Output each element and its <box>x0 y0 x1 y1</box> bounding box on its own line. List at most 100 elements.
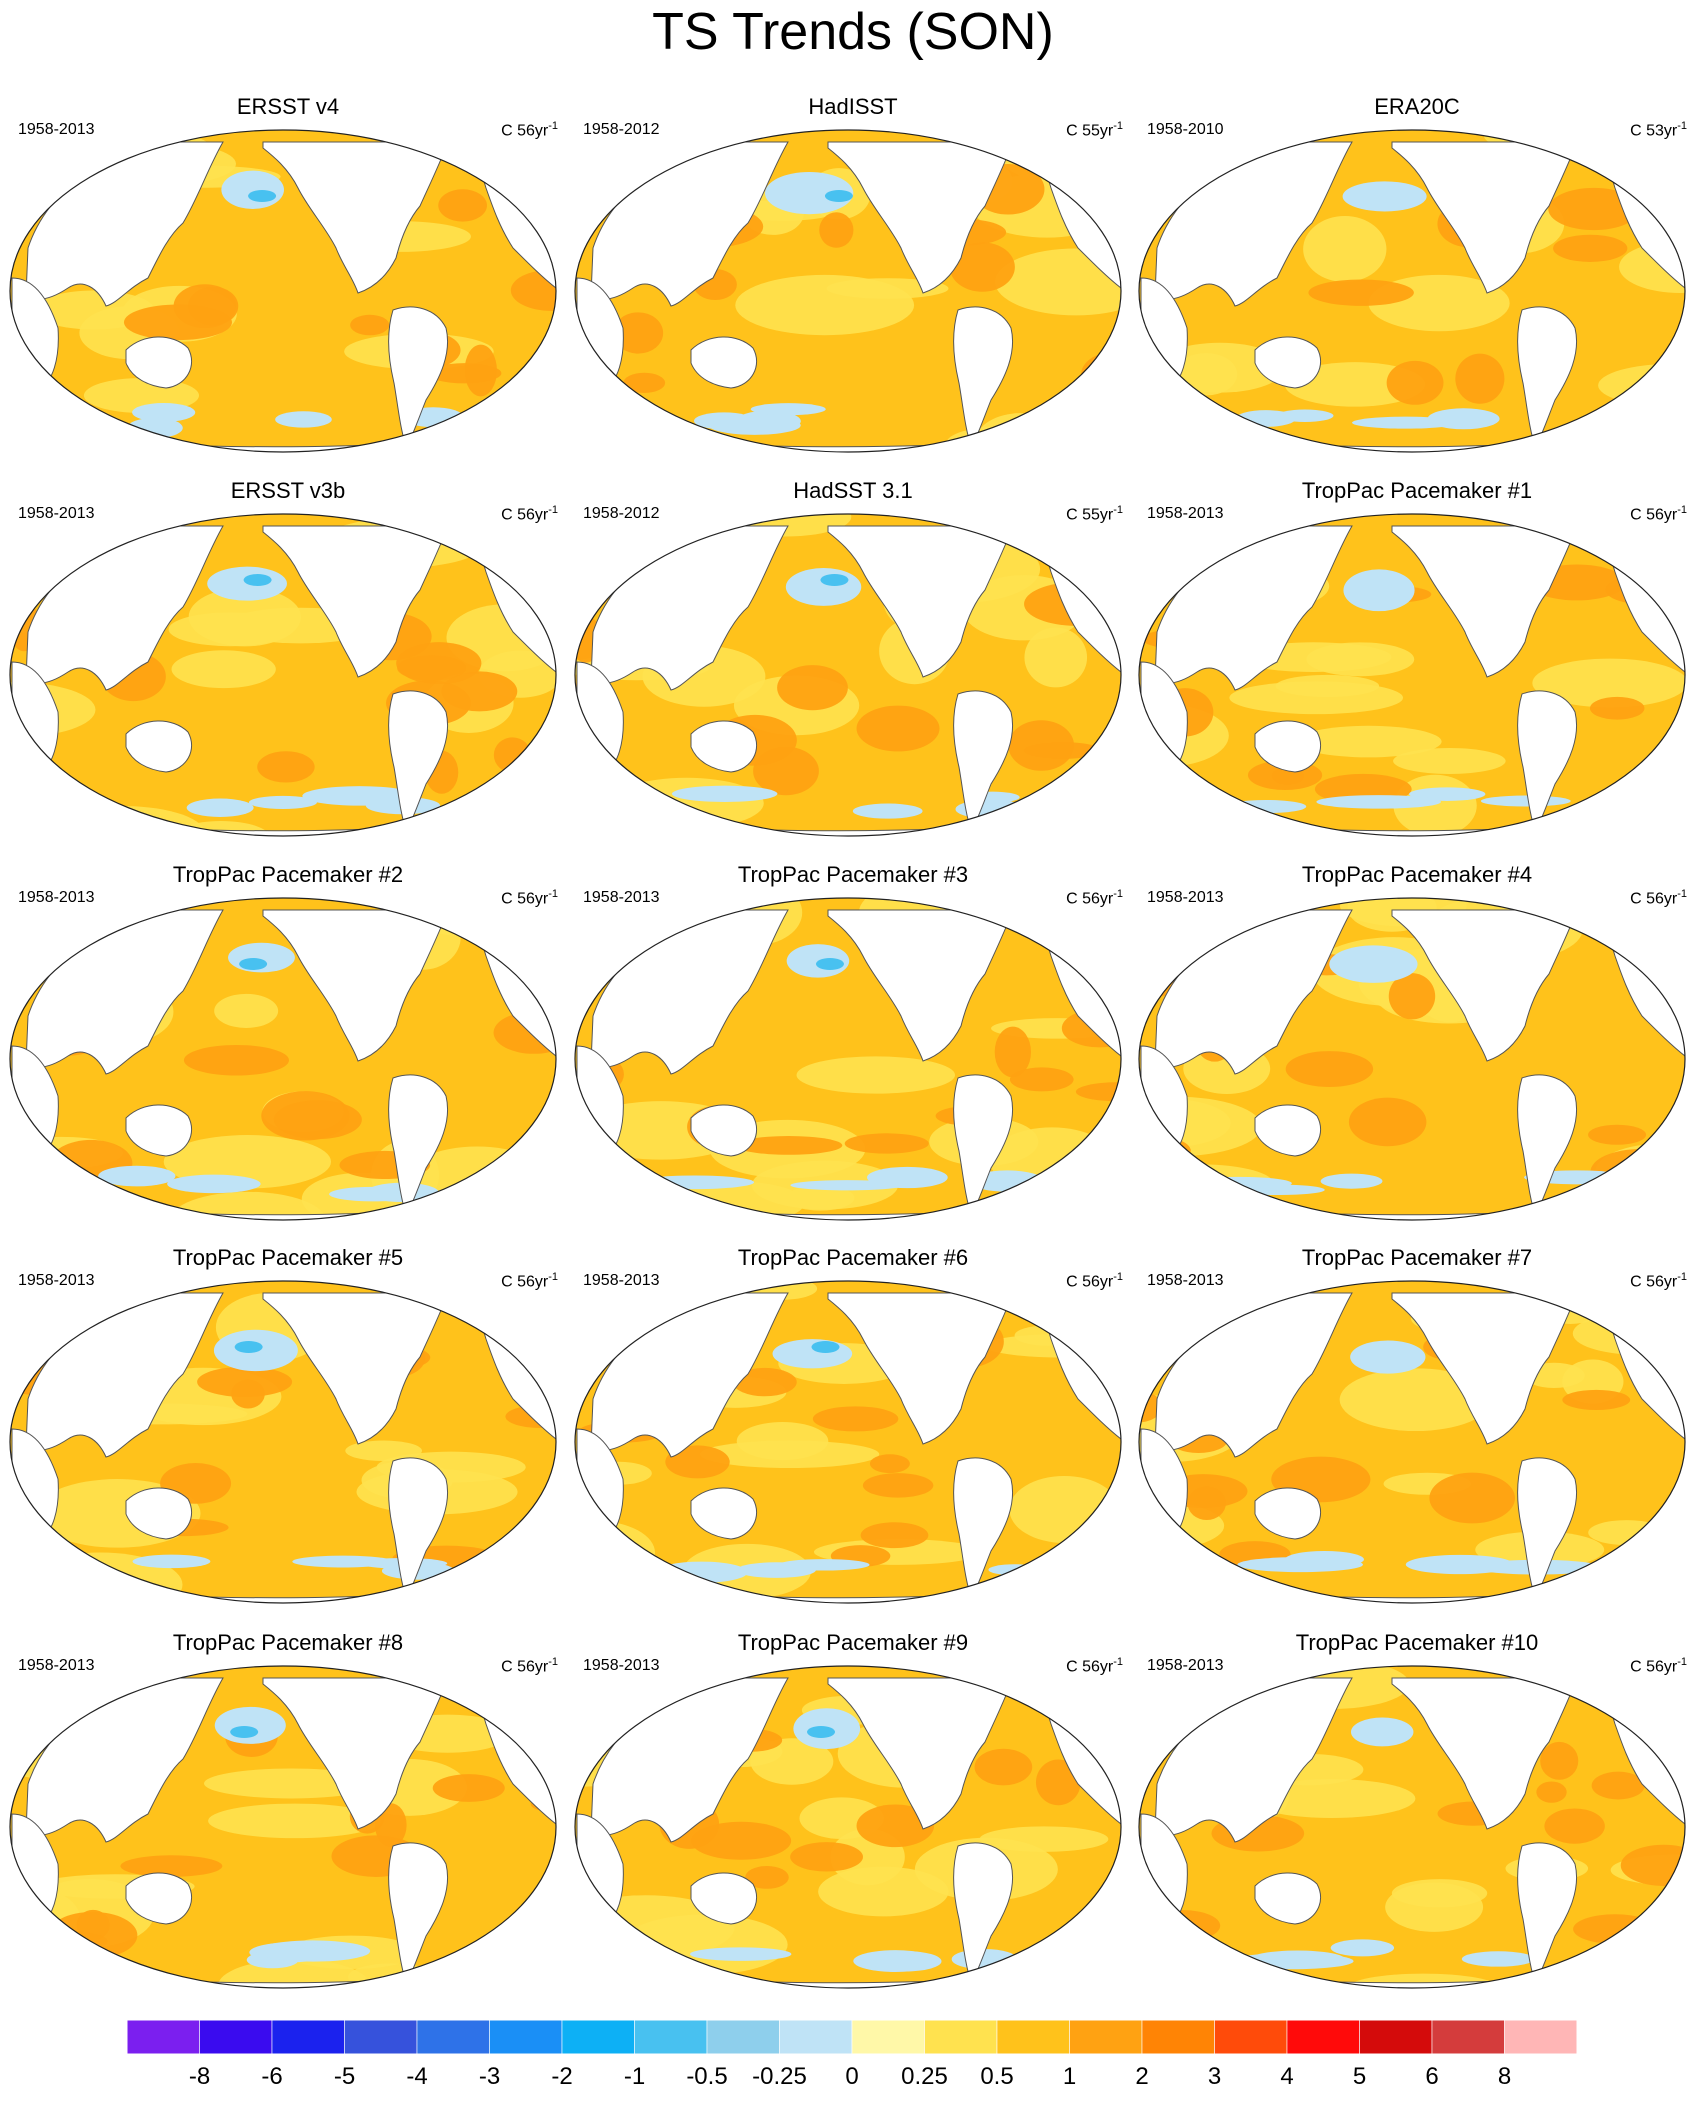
trend-patch-cooling <box>248 795 317 809</box>
colorbar-swatch <box>1286 2019 1360 2055</box>
land-mass <box>953 1842 1014 1984</box>
trend-patch-cooling <box>750 403 826 416</box>
trend-patch-warm <box>1562 1389 1631 1410</box>
map-border <box>9 897 557 1221</box>
land-mass <box>1391 1677 1578 1830</box>
land-mass <box>262 909 449 1062</box>
trend-map <box>9 129 557 453</box>
trend-patch-cooling <box>1249 1950 1346 1969</box>
colorbar-tick-label: 6 <box>1425 2063 1438 2090</box>
map-panel: ERSST v3b 1958-2013 C 56yr-1 <box>8 478 568 850</box>
trend-patch-cooling <box>98 1165 176 1187</box>
panel-period: 1958-2013 <box>18 889 95 906</box>
trend-patch-warm <box>949 242 1015 292</box>
land-mass <box>1391 1292 1578 1445</box>
trend-patch-warm <box>1588 1124 1647 1145</box>
trend-patch-cooling <box>132 403 196 422</box>
land-mass <box>125 1487 193 1540</box>
trend-map <box>9 897 557 1221</box>
land-mass <box>827 141 1014 294</box>
land-mass <box>262 525 449 678</box>
trend-patch-weak <box>786 1185 855 1211</box>
trend-patch-warm <box>819 212 854 248</box>
land-mass <box>1517 1457 1578 1599</box>
land-mass <box>1254 1104 1322 1157</box>
trend-patch-cooling <box>186 798 254 818</box>
panel-units-exponent: -1 <box>1677 120 1687 132</box>
land-mass <box>388 690 449 832</box>
panel-period: 1958-2013 <box>1147 1272 1224 1289</box>
trend-patch-cooling <box>1409 787 1486 801</box>
trend-patch-cooling-strong <box>807 1726 836 1738</box>
trend-patch-warm <box>120 1855 223 1877</box>
land-mass <box>1391 141 1578 294</box>
map-panel: TropPac Pacemaker #8 1958-2013 C 56yr-1 <box>8 1630 568 2002</box>
colorbar-tick-label: -4 <box>406 2063 427 2090</box>
panel-units: C 56yr-1 <box>1630 1267 1687 1292</box>
panel-period: 1958-2013 <box>18 1657 95 1674</box>
trend-patch-weak <box>1295 725 1442 758</box>
land-mass <box>262 1677 449 1830</box>
trend-patch-warm <box>1285 1051 1374 1087</box>
trend-patch-warm <box>231 1379 265 1409</box>
trend-patch-cooling <box>329 1186 417 1202</box>
land-mass <box>262 1292 449 1445</box>
trend-patch-weak <box>171 650 276 689</box>
panel-units-text: C 56yr <box>1630 890 1678 908</box>
panel-units-exponent: -1 <box>548 1656 558 1668</box>
trend-patch-cooling <box>1350 1340 1426 1374</box>
trend-patch-warm <box>1386 360 1444 405</box>
trend-patch-weak <box>736 1422 829 1461</box>
land-mass <box>125 1872 193 1925</box>
trend-patch-warm <box>183 1044 290 1076</box>
trend-patch-cooling <box>1405 1554 1515 1575</box>
colorbar-tick-label: -2 <box>551 2063 572 2090</box>
panel-units-exponent: -1 <box>548 120 558 132</box>
land-mass <box>690 1487 758 1540</box>
land-mass <box>827 1292 1014 1445</box>
trend-patch-warm <box>257 751 315 783</box>
trend-patch-warm <box>623 372 666 393</box>
panel-units-text: C 56yr <box>1066 1273 1114 1291</box>
colorbar-swatch <box>1141 2019 1215 2055</box>
trend-patch-cooling <box>1342 181 1427 212</box>
panel-units: C 55yr-1 <box>1066 116 1123 141</box>
trend-patch-warm <box>1388 973 1436 1020</box>
trend-patch-weak <box>1391 1879 1488 1908</box>
trend-patch-cooling <box>867 1166 948 1189</box>
panel-period: 1958-2013 <box>583 1272 660 1289</box>
trend-map <box>574 897 1122 1221</box>
panel-units: C 56yr-1 <box>501 884 558 909</box>
map-panel: TropPac Pacemaker #4 1958-2013 C 56yr-1 <box>1137 862 1697 1234</box>
panel-units-exponent: -1 <box>1677 1271 1687 1283</box>
land-mass <box>1254 1487 1322 1540</box>
panel-units-text: C 56yr <box>501 506 549 524</box>
trend-patch-cooling <box>1329 945 1418 983</box>
land-mass <box>1254 720 1322 773</box>
colorbar-tick-label: -1 <box>624 2063 645 2090</box>
panel-period: 1958-2013 <box>18 1272 95 1289</box>
land-mass <box>953 1457 1014 1599</box>
trend-map <box>574 129 1122 453</box>
trend-patch-cooling <box>1350 1717 1414 1747</box>
land-mass <box>262 141 449 294</box>
land-mass <box>125 336 193 389</box>
colorbar-tick-label: -3 <box>479 2063 500 2090</box>
panel-title: ERA20C <box>1374 94 1460 119</box>
trend-patch-cooling-strong <box>815 958 844 970</box>
panel-period: 1958-2013 <box>1147 505 1224 522</box>
map-border <box>574 1280 1122 1604</box>
trend-patch-cooling <box>870 1951 942 1972</box>
map-border <box>9 1665 557 1989</box>
panel-units-exponent: -1 <box>548 888 558 900</box>
colorbar-tick-label: 0 <box>845 2063 858 2090</box>
map-border <box>574 129 1122 453</box>
trend-patch-cooling <box>167 1174 261 1194</box>
trend-patch-warm <box>1548 187 1640 231</box>
trend-map <box>574 1665 1122 1989</box>
map-panel: TropPac Pacemaker #2 1958-2013 C 56yr-1 <box>8 862 568 1234</box>
land-mass <box>827 1677 1014 1830</box>
panel-units-text: C 56yr <box>1066 890 1114 908</box>
panel-units: C 56yr-1 <box>501 500 558 525</box>
panel-units-exponent: -1 <box>548 504 558 516</box>
